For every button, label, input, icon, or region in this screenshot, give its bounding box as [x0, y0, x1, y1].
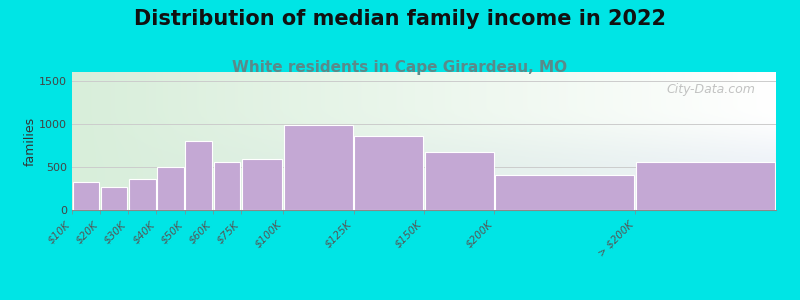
Bar: [354, 136, 423, 210]
Text: City-Data.com: City-Data.com: [666, 83, 755, 96]
Bar: [284, 125, 353, 210]
Bar: [73, 182, 99, 210]
Bar: [158, 167, 184, 210]
Bar: [214, 162, 240, 210]
Bar: [495, 175, 634, 210]
Y-axis label: families: families: [23, 116, 36, 166]
Bar: [636, 162, 775, 210]
Text: Distribution of median family income in 2022: Distribution of median family income in …: [134, 9, 666, 29]
Bar: [186, 141, 212, 210]
Bar: [101, 187, 127, 210]
Bar: [242, 159, 282, 210]
Bar: [425, 152, 494, 210]
Text: White residents in Cape Girardeau, MO: White residents in Cape Girardeau, MO: [233, 60, 567, 75]
Bar: [129, 179, 156, 210]
